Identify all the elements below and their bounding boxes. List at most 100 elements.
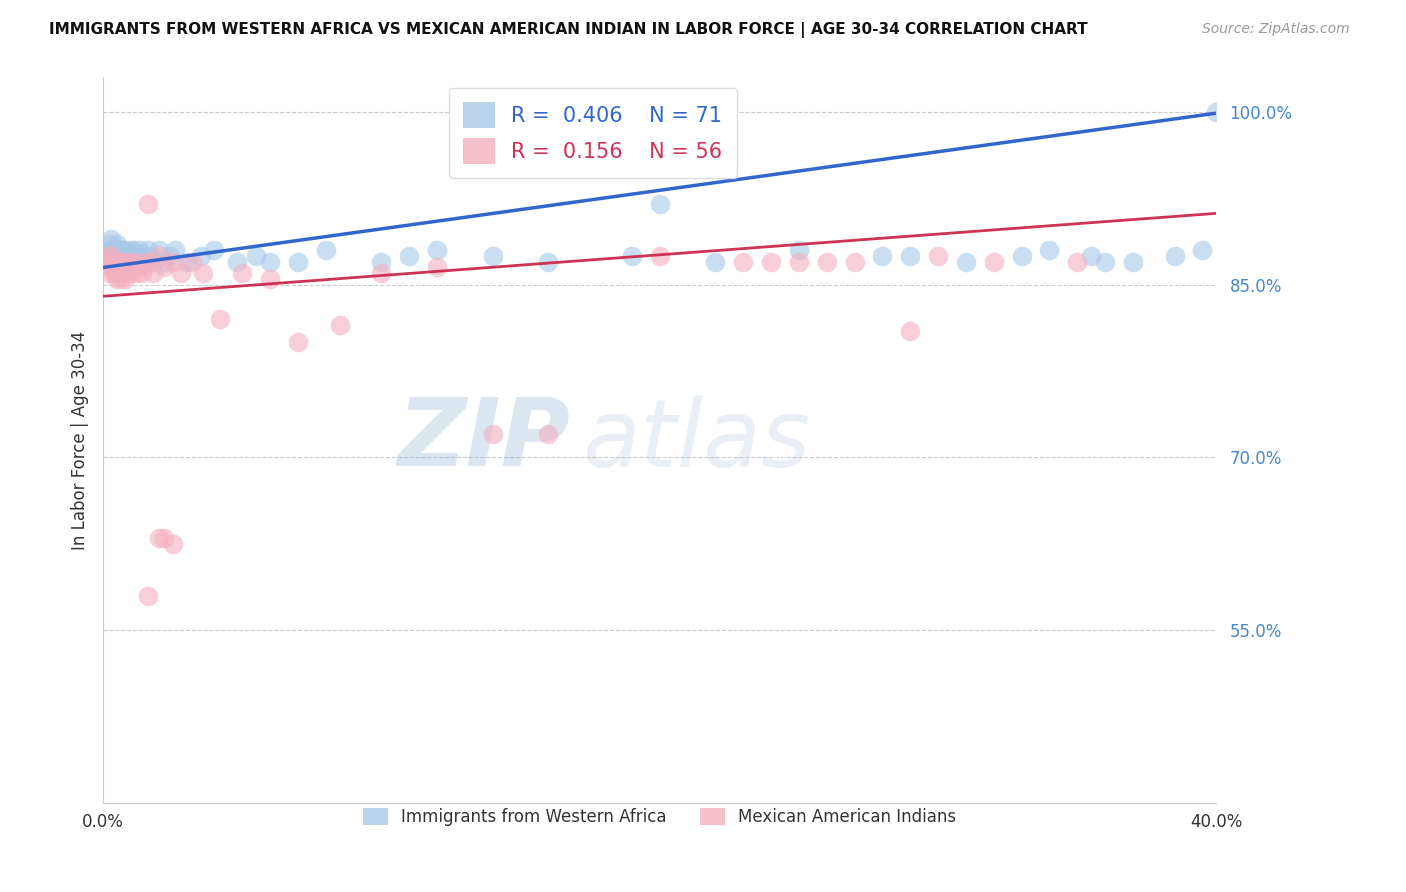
Point — [398, 249, 420, 263]
Point — [100, 249, 122, 263]
Point — [97, 237, 120, 252]
Point — [537, 254, 560, 268]
Point — [125, 249, 148, 263]
Point — [134, 254, 156, 268]
Point — [103, 266, 125, 280]
Point — [108, 260, 131, 275]
Point — [122, 260, 145, 275]
Point — [128, 254, 150, 268]
Point — [898, 249, 921, 263]
Point — [131, 266, 153, 280]
Point — [100, 260, 122, 275]
Point — [245, 249, 267, 263]
Point — [108, 272, 131, 286]
Point — [100, 232, 122, 246]
Point — [125, 254, 148, 268]
Point — [134, 254, 156, 268]
Legend: Immigrants from Western Africa, Mexican American Indians: Immigrants from Western Africa, Mexican … — [354, 800, 965, 835]
Point — [315, 243, 337, 257]
Point — [190, 249, 212, 263]
Point — [94, 243, 117, 257]
Point — [136, 197, 159, 211]
Point — [100, 254, 122, 268]
Y-axis label: In Labor Force | Age 30-34: In Labor Force | Age 30-34 — [72, 331, 89, 549]
Point — [111, 243, 134, 257]
Point — [231, 266, 253, 280]
Point — [165, 243, 187, 257]
Point — [111, 266, 134, 280]
Point — [159, 249, 181, 263]
Point — [844, 254, 866, 268]
Point — [1066, 254, 1088, 268]
Point — [1191, 243, 1213, 257]
Point — [193, 266, 215, 280]
Point — [162, 537, 184, 551]
Text: atlas: atlas — [582, 394, 810, 486]
Point — [97, 266, 120, 280]
Point — [170, 266, 193, 280]
Point — [153, 531, 176, 545]
Point — [114, 260, 136, 275]
Point — [225, 254, 247, 268]
Point — [108, 243, 131, 257]
Text: ZIP: ZIP — [398, 394, 571, 486]
Point — [955, 254, 977, 268]
Point — [131, 249, 153, 263]
Point — [983, 254, 1005, 268]
Point — [103, 254, 125, 268]
Point — [117, 254, 139, 268]
Point — [1163, 249, 1185, 263]
Point — [1080, 249, 1102, 263]
Point — [287, 335, 309, 350]
Point — [139, 254, 162, 268]
Point — [329, 318, 352, 332]
Point — [108, 249, 131, 263]
Point — [105, 254, 128, 268]
Point — [872, 249, 894, 263]
Point — [481, 249, 503, 263]
Point — [97, 249, 120, 263]
Point — [208, 312, 231, 326]
Point — [259, 272, 281, 286]
Point — [1122, 254, 1144, 268]
Text: Source: ZipAtlas.com: Source: ZipAtlas.com — [1202, 22, 1350, 37]
Point — [103, 260, 125, 275]
Point — [176, 254, 198, 268]
Point — [120, 249, 142, 263]
Point — [120, 243, 142, 257]
Point — [153, 254, 176, 268]
Point — [287, 254, 309, 268]
Point — [787, 243, 810, 257]
Point — [815, 254, 838, 268]
Point — [105, 272, 128, 286]
Point — [120, 266, 142, 280]
Point — [426, 260, 449, 275]
Point — [114, 254, 136, 268]
Text: IMMIGRANTS FROM WESTERN AFRICA VS MEXICAN AMERICAN INDIAN IN LABOR FORCE | AGE 3: IMMIGRANTS FROM WESTERN AFRICA VS MEXICA… — [49, 22, 1088, 38]
Point — [103, 243, 125, 257]
Point — [105, 254, 128, 268]
Point — [108, 254, 131, 268]
Point — [108, 254, 131, 268]
Point — [787, 254, 810, 268]
Point — [370, 266, 392, 280]
Point — [733, 254, 755, 268]
Point — [148, 249, 170, 263]
Point — [105, 243, 128, 257]
Point — [128, 260, 150, 275]
Point — [111, 254, 134, 268]
Point — [120, 254, 142, 268]
Point — [111, 249, 134, 263]
Point — [898, 324, 921, 338]
Point — [1205, 105, 1227, 120]
Point — [759, 254, 782, 268]
Point — [114, 243, 136, 257]
Point — [128, 243, 150, 257]
Point — [162, 254, 184, 268]
Point — [136, 243, 159, 257]
Point — [648, 197, 671, 211]
Point — [94, 254, 117, 268]
Point — [620, 249, 643, 263]
Point — [204, 243, 226, 257]
Point — [259, 254, 281, 268]
